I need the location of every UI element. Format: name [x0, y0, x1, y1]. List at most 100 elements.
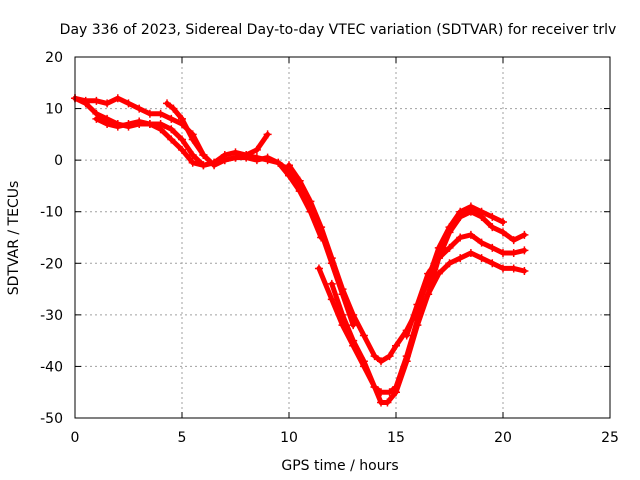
data-point — [81, 99, 90, 108]
data-point — [113, 122, 122, 131]
data-point — [327, 254, 336, 263]
data-point — [413, 321, 422, 330]
series-pass-c — [92, 114, 326, 242]
data-point — [359, 357, 368, 366]
data-point — [499, 228, 507, 237]
data-point — [242, 153, 251, 162]
data-point — [199, 150, 208, 159]
data-point — [370, 383, 379, 392]
data-point — [167, 114, 176, 123]
series-pass-e — [285, 161, 507, 366]
data-point — [520, 246, 529, 255]
data-point — [509, 236, 518, 245]
data-point — [445, 228, 454, 237]
data-point — [377, 357, 386, 366]
x-axis-label: GPS time / hours — [281, 458, 398, 474]
series-line — [93, 116, 324, 240]
data-point — [456, 212, 465, 221]
data-point — [188, 150, 197, 159]
data-point — [456, 233, 465, 242]
data-point — [402, 331, 411, 340]
data-point — [124, 99, 133, 108]
x-tick-label: 10 — [280, 430, 298, 446]
data-point — [424, 290, 433, 299]
y-axis-label: SDTVAR / TECUs — [6, 181, 22, 296]
data-point — [477, 212, 486, 221]
series-line — [329, 250, 527, 405]
data-point — [392, 341, 400, 350]
data-point — [220, 156, 229, 165]
data-point — [466, 207, 475, 216]
y-tick-label: -50 — [40, 411, 63, 427]
x-tick-label: 20 — [494, 430, 512, 446]
data-point — [445, 243, 454, 252]
data-point — [466, 248, 475, 257]
data-point — [327, 279, 336, 288]
data-point — [499, 218, 507, 227]
data-point — [338, 285, 347, 294]
data-point — [135, 104, 144, 113]
data-point — [402, 357, 411, 366]
data-point — [499, 248, 507, 257]
data-point — [520, 230, 529, 239]
data-point — [424, 269, 433, 278]
series-line — [286, 162, 506, 364]
data-point — [210, 158, 219, 167]
data-point — [509, 264, 518, 273]
data-point — [124, 120, 133, 129]
y-tick-label: -40 — [40, 359, 63, 375]
data-point — [231, 153, 240, 162]
data-point — [145, 120, 154, 129]
data-point — [477, 254, 486, 263]
data-point — [103, 99, 112, 108]
data-point — [274, 158, 283, 167]
data-point — [252, 156, 261, 165]
data-point — [306, 197, 315, 206]
data-point — [520, 267, 529, 276]
series-group — [71, 94, 529, 407]
y-tick-label: -20 — [40, 256, 63, 272]
data-point — [445, 259, 454, 268]
data-point — [349, 336, 358, 345]
data-point — [263, 130, 272, 139]
data-point — [488, 259, 497, 268]
data-point — [103, 120, 112, 129]
chart-title: Day 336 of 2023, Sidereal Day-to-day VTE… — [60, 22, 617, 38]
data-point — [383, 398, 392, 407]
data-point — [167, 135, 176, 144]
data-point — [295, 176, 304, 185]
series-pass-h — [402, 230, 529, 340]
data-point — [385, 352, 394, 361]
data-point — [317, 223, 326, 232]
series-pass-d — [163, 99, 208, 159]
data-point — [488, 212, 497, 221]
data-point — [477, 238, 486, 247]
data-point — [188, 135, 197, 144]
data-point — [167, 125, 176, 134]
data-point — [178, 145, 186, 154]
data-point — [413, 300, 422, 309]
data-point — [359, 331, 368, 340]
data-point — [135, 117, 144, 126]
data-point — [178, 135, 186, 144]
data-point — [178, 114, 186, 123]
plot-frame — [74, 56, 611, 419]
data-point — [156, 125, 165, 134]
grid — [75, 57, 610, 418]
data-point — [488, 243, 497, 252]
data-point — [188, 158, 197, 167]
data-point — [113, 94, 122, 103]
data-point — [199, 161, 208, 170]
data-point — [327, 295, 336, 304]
data-point — [314, 264, 323, 273]
data-point — [349, 310, 358, 319]
y-tick-label: 10 — [45, 102, 63, 118]
data-point — [488, 223, 497, 232]
axis-ticks: 0 5 10 15 20 25 -50 -40 -30 -20 -10 0 10 20 — [40, 50, 619, 446]
data-point — [163, 99, 172, 108]
data-point — [285, 161, 293, 170]
data-point — [338, 310, 347, 319]
data-point — [285, 171, 293, 180]
data-point — [92, 114, 101, 123]
